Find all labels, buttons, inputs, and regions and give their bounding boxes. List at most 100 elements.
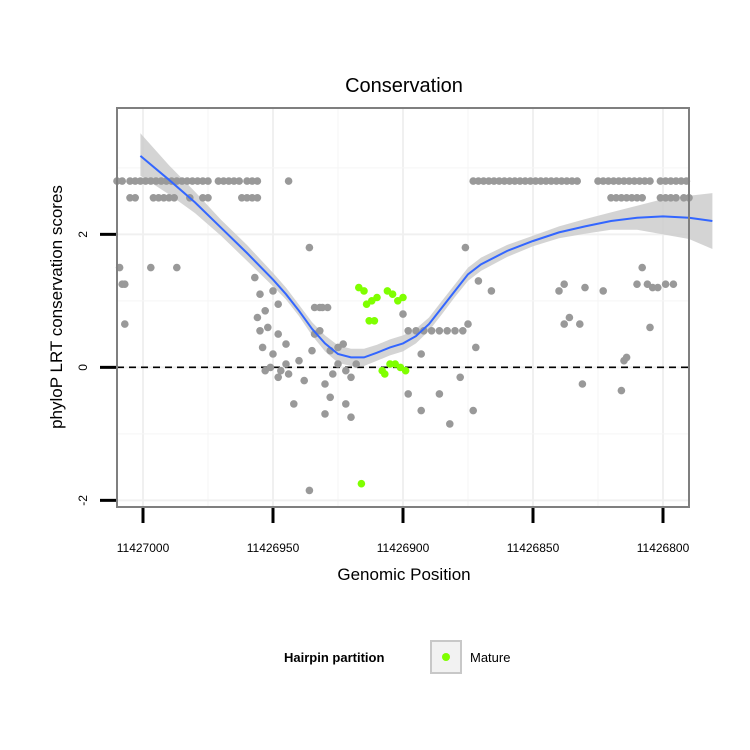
legend-title: Hairpin partition	[284, 650, 384, 665]
point-other-41	[248, 194, 256, 202]
point-other-180	[617, 386, 626, 395]
point-other-2	[118, 177, 126, 185]
point-other-92	[399, 310, 407, 318]
point-other-42	[253, 194, 262, 202]
point-other-143	[641, 177, 649, 185]
point-other-52	[274, 300, 283, 309]
point-other-45	[121, 280, 129, 289]
point-other-160	[628, 194, 636, 202]
point-other-189	[669, 280, 678, 289]
point-other-134	[594, 177, 602, 185]
point-other-141	[630, 177, 639, 185]
point-other-107	[456, 373, 465, 382]
point-other-6	[141, 177, 150, 185]
point-other-67	[290, 400, 298, 408]
point-other-99	[451, 327, 459, 335]
point-other-179	[578, 380, 587, 388]
legend-label-mature: Mature	[470, 650, 510, 665]
point-other-194	[646, 323, 654, 332]
point-other-65	[261, 366, 270, 375]
point-other-56	[256, 327, 264, 335]
point-other-59	[269, 350, 277, 358]
point-other-89	[347, 413, 355, 422]
point-other-139	[620, 177, 628, 185]
x-axis-title: Genomic Position	[337, 565, 470, 584]
legend: Hairpin partition Mature	[284, 640, 510, 674]
y-axis-title: phyloP LRT conservation scores	[47, 185, 66, 429]
point-other-62	[277, 366, 285, 375]
point-other-136	[604, 177, 613, 185]
point-other-22	[230, 177, 238, 185]
point-other-122	[516, 177, 524, 185]
point-mature-9	[365, 317, 374, 325]
axis-layer: 11427000 11426950 11426900 11426850 11426800…	[76, 231, 690, 555]
point-other-86	[342, 366, 350, 375]
point-other-23	[235, 177, 243, 185]
smooth-line	[139, 155, 713, 359]
point-other-166	[672, 194, 680, 202]
point-other-183	[633, 280, 641, 289]
point-other-103	[404, 390, 413, 398]
point-other-39	[238, 194, 246, 202]
point-other-135	[599, 177, 607, 185]
point-other-21	[225, 177, 233, 185]
point-other-104	[417, 406, 426, 415]
point-other-133	[573, 177, 581, 185]
point-other-167	[680, 194, 688, 202]
point-other-157	[612, 194, 620, 202]
point-mature-1	[360, 287, 368, 295]
point-other-90	[352, 360, 361, 368]
point-other-177	[581, 283, 589, 292]
point-other-3	[126, 177, 134, 185]
point-other-158	[617, 194, 626, 202]
point-other-109	[469, 406, 478, 415]
point-other-51	[269, 287, 277, 295]
point-mature-10	[370, 317, 379, 325]
y-tick-label-2: 2	[76, 231, 90, 238]
grid-layer	[117, 108, 689, 507]
point-other-131	[563, 177, 571, 185]
point-other-17	[199, 177, 207, 185]
point-other-54	[264, 323, 272, 332]
point-other-34	[165, 194, 173, 202]
points-layer	[113, 177, 693, 495]
point-other-29	[126, 194, 134, 202]
x-tick-label-1: 11426950	[247, 541, 300, 555]
point-other-64	[258, 343, 267, 352]
point-other-126	[537, 177, 545, 185]
point-other-132	[568, 177, 576, 185]
point-other-69	[300, 376, 309, 385]
point-other-156	[607, 194, 615, 202]
point-other-128	[547, 177, 555, 185]
point-other-57	[274, 330, 283, 338]
point-other-98	[443, 327, 452, 335]
point-other-4	[131, 177, 139, 185]
point-other-186	[648, 283, 657, 292]
point-other-26	[253, 177, 262, 185]
point-other-113	[469, 177, 478, 185]
point-other-95	[420, 327, 428, 335]
point-other-9	[157, 177, 165, 185]
point-other-8	[152, 177, 160, 185]
point-other-40	[243, 194, 251, 202]
point-other-20	[219, 177, 228, 185]
point-other-146	[661, 177, 670, 185]
point-other-184	[638, 263, 646, 272]
point-other-182	[620, 356, 628, 365]
point-other-137	[609, 177, 618, 185]
point-other-120	[505, 177, 514, 185]
point-other-127	[542, 177, 550, 185]
point-other-5	[136, 177, 145, 185]
point-other-94	[412, 327, 420, 335]
point-mature-13	[386, 360, 394, 368]
point-other-108	[461, 243, 470, 252]
point-other-178	[599, 287, 607, 295]
panel-border	[116, 107, 690, 508]
point-other-75	[318, 303, 327, 312]
point-other-112	[487, 287, 496, 295]
point-other-102	[417, 350, 426, 358]
point-other-115	[479, 177, 488, 185]
point-other-71	[305, 243, 314, 252]
point-other-172	[555, 287, 563, 295]
